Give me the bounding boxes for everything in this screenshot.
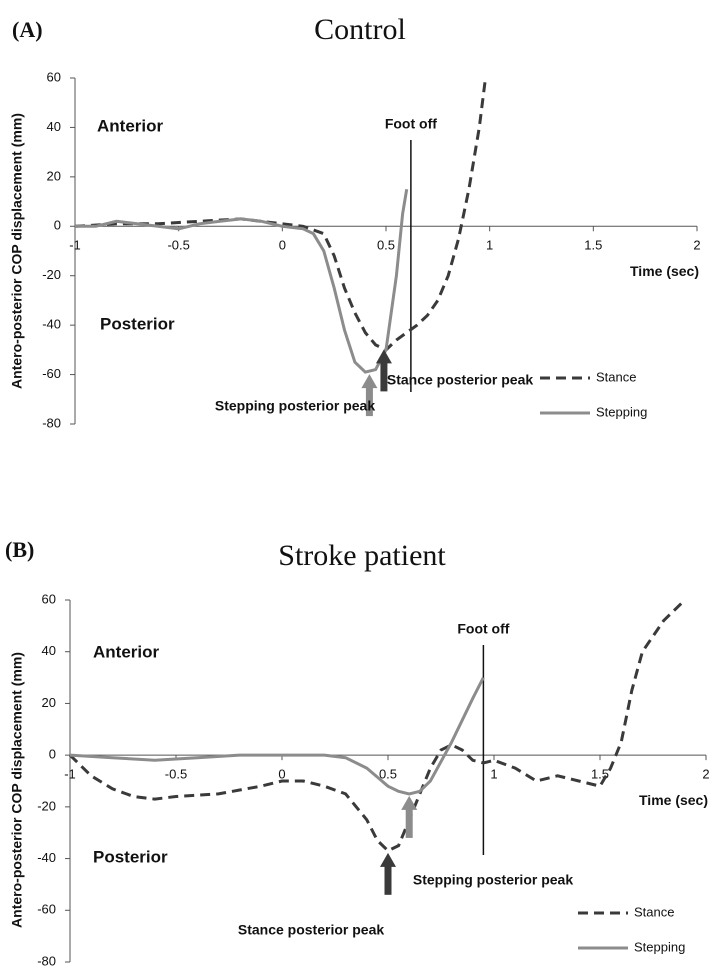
y-tick-label: 40 xyxy=(42,643,56,658)
x-tick-label: -1 xyxy=(64,767,76,782)
x-tick-label: 0.5 xyxy=(377,238,395,253)
legend-label: Stepping xyxy=(634,939,685,954)
y-tick-label: -20 xyxy=(37,798,56,813)
panel-label: (B) xyxy=(5,537,34,562)
y-axis-label: Antero-posterior COP displacement (mm) xyxy=(9,113,25,389)
peak-arrow-head xyxy=(361,374,378,389)
x-tick-label: 0.5 xyxy=(379,767,397,782)
anterior-label: Anterior xyxy=(97,116,164,135)
foot-off-label: Foot off xyxy=(457,621,509,637)
legend-label: Stance xyxy=(596,369,636,384)
y-tick-label: -60 xyxy=(42,366,61,381)
chart-title: Control xyxy=(314,13,406,46)
y-tick-label: 60 xyxy=(47,69,61,84)
panel-label: (A) xyxy=(12,17,43,42)
peak-label: Stepping posterior peak xyxy=(413,872,573,888)
x-tick-label: 2 xyxy=(693,238,700,253)
x-tick-label: 1.5 xyxy=(591,767,609,782)
y-tick-label: 0 xyxy=(54,218,61,233)
y-axis-label: Antero-posterior COP displacement (mm) xyxy=(9,652,25,928)
peak-arrow-head xyxy=(401,795,418,810)
y-tick-label: -40 xyxy=(42,317,61,332)
y-tick-label: -60 xyxy=(37,902,56,917)
y-tick-label: -80 xyxy=(37,953,56,966)
y-tick-label: 0 xyxy=(49,747,56,762)
y-tick-label: 40 xyxy=(47,119,61,134)
x-tick-label: 0 xyxy=(278,767,285,782)
x-tick-label: 2 xyxy=(702,767,709,782)
series-line xyxy=(75,188,409,374)
peak-label: Stance posterior peak xyxy=(387,372,533,388)
y-tick-label: 60 xyxy=(42,591,56,606)
x-axis-label: Time (sec) xyxy=(630,263,699,279)
y-tick-label: -20 xyxy=(42,267,61,282)
x-tick-label: 1.5 xyxy=(584,238,602,253)
legend-label: Stance xyxy=(634,904,674,919)
series-line xyxy=(68,598,686,853)
anterior-label: Anterior xyxy=(93,642,160,661)
chart-title: Stroke patient xyxy=(278,539,446,572)
x-tick-label: 1 xyxy=(490,767,497,782)
peak-label: Stance posterior peak xyxy=(238,922,384,938)
x-tick-label: 1 xyxy=(486,238,493,253)
foot-off-label: Foot off xyxy=(385,116,437,132)
posterior-label: Posterior xyxy=(93,847,168,866)
series-line xyxy=(69,676,485,796)
x-tick-label: 0 xyxy=(279,238,286,253)
x-axis-label: Time (sec) xyxy=(639,792,708,808)
y-tick-label: -40 xyxy=(37,850,56,865)
peak-arrow-head xyxy=(375,349,392,364)
y-tick-label: -80 xyxy=(42,415,61,430)
x-tick-label: -1 xyxy=(69,238,81,253)
x-tick-label: -0.5 xyxy=(165,767,187,782)
x-tick-label: -0.5 xyxy=(167,238,189,253)
peak-arrow-head xyxy=(380,852,396,867)
posterior-label: Posterior xyxy=(100,314,175,333)
legend-label: Stepping xyxy=(596,404,647,419)
peak-label: Stepping posterior peak xyxy=(215,398,375,414)
y-tick-label: 20 xyxy=(42,695,56,710)
y-tick-label: 20 xyxy=(47,168,61,183)
